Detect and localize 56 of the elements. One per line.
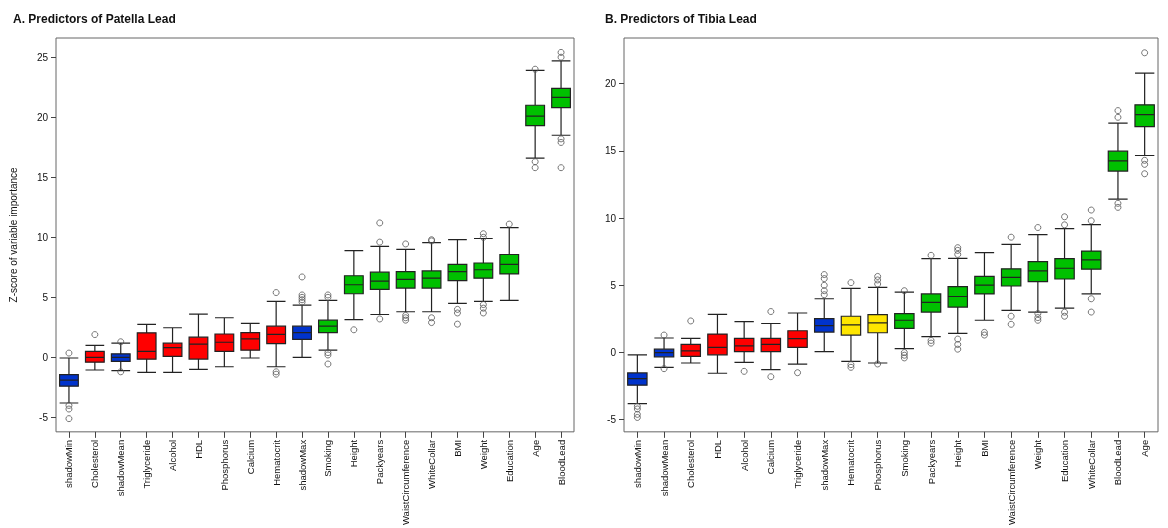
x-tick-label: BloodLead [555, 439, 567, 486]
x-tick-label: BMI [451, 439, 463, 457]
x-tick-label: shadowMean [658, 439, 670, 497]
y-tick-label: -5 [39, 411, 49, 423]
x-tick-label: shadowMin [63, 439, 75, 488]
y-tick-label: 5 [610, 279, 617, 291]
y-tick-label: 10 [604, 212, 617, 224]
x-tick-label: Education [1059, 439, 1071, 483]
x-tick-label: Age [1139, 439, 1151, 457]
x-tick-label: Education [503, 439, 515, 483]
y-tick-label: 25 [36, 51, 49, 63]
y-tick-label: 20 [36, 111, 49, 123]
y-tick-label: 15 [604, 145, 617, 157]
x-tick-label: Calcium [244, 439, 256, 475]
x-tick-label: Height [952, 439, 964, 468]
x-tick-label: shadowMax [818, 439, 830, 491]
x-tick-label: Weight [1032, 439, 1044, 470]
x-tick-label: Hematocrit [845, 439, 857, 486]
x-tick-label: Hematocrit [270, 439, 282, 486]
x-tick-label: Weight [477, 439, 489, 470]
y-tick-label: 5 [42, 291, 49, 303]
x-tick-label: BMI [978, 439, 990, 457]
y-tick-label: -5 [607, 414, 617, 426]
x-tick-label: Triglyceride [792, 439, 804, 489]
x-tick-label: Height [348, 439, 360, 468]
x-tick-label: WhiteCollar [1085, 439, 1097, 489]
x-tick-label: Calcium [765, 439, 777, 475]
x-tick-label: WhiteCollar [426, 439, 438, 489]
x-tick-label: Alcohol [738, 439, 750, 472]
y-tick-label: 0 [610, 347, 617, 359]
x-tick-label: Packyears [374, 439, 386, 485]
y-tick-label: 10 [36, 231, 49, 243]
y-tick-label: 15 [36, 171, 49, 183]
x-tick-label: Smoking [898, 439, 910, 477]
x-tick-label: WaistCircumference [400, 439, 412, 526]
x-tick-label: shadowMin [631, 439, 643, 488]
x-tick-label: BloodLead [1112, 439, 1124, 486]
x-tick-label: Phosphorus [218, 439, 230, 491]
x-tick-label: Cholesterol [685, 439, 697, 488]
x-tick-label: Triglyceride [141, 439, 153, 489]
x-tick-label: Age [529, 439, 541, 457]
x-tick-label: Smoking [322, 439, 334, 477]
x-tick-label: Cholesterol [89, 439, 101, 488]
x-tick-label: Phosphorus [872, 439, 884, 491]
x-tick-label: shadowMean [115, 439, 127, 497]
x-tick-label: HDL [711, 439, 723, 459]
chart-title: B. Predictors of Tibia Lead [605, 12, 757, 26]
x-tick-label: shadowMax [296, 439, 308, 491]
chart-title: A. Predictors of Patella Lead [13, 12, 176, 26]
x-tick-label: HDL [192, 439, 204, 459]
x-tick-label: WaistCircumference [1005, 439, 1017, 526]
x-tick-label: Packyears [925, 439, 937, 485]
x-tick-label: Alcohol [167, 439, 179, 472]
y-tick-label: 20 [604, 78, 617, 90]
y-axis-title: Z-score of variable importance [7, 166, 19, 303]
y-tick-label: 0 [42, 351, 49, 363]
